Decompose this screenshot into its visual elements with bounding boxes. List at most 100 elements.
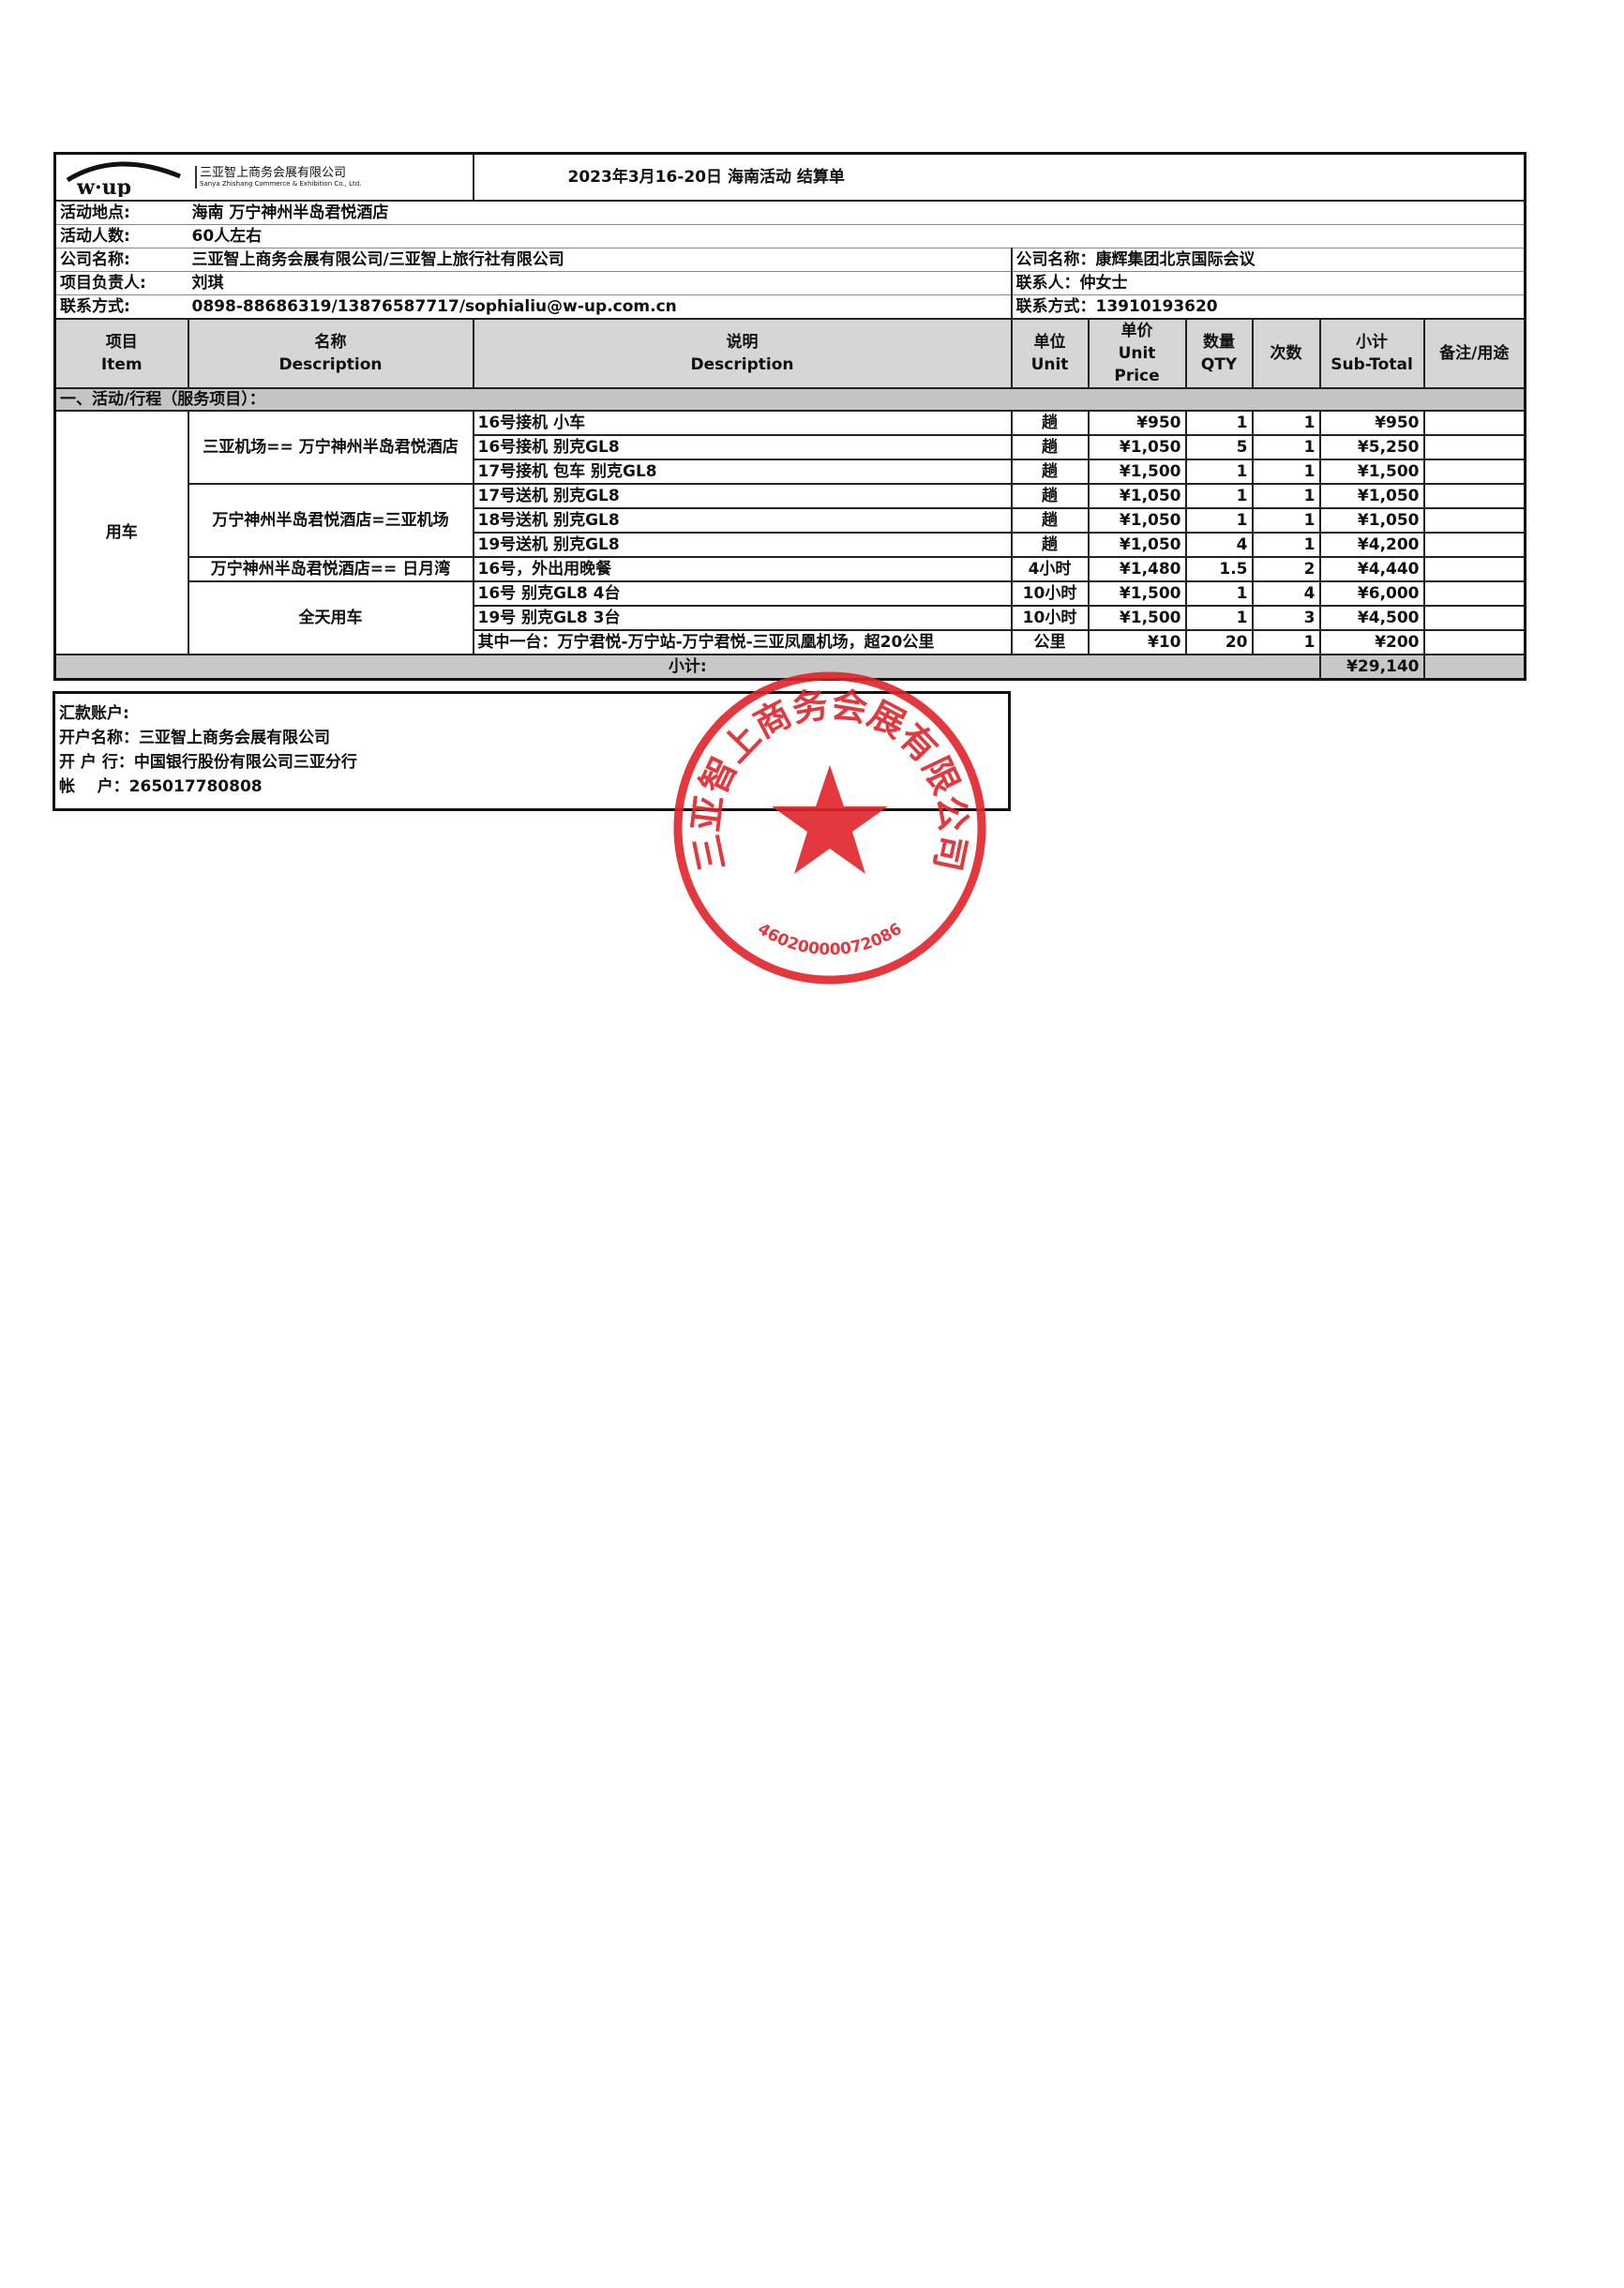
contact-label: 联系方式: bbox=[54, 294, 188, 320]
manager-label: 项目负责人: bbox=[54, 271, 188, 295]
column-header-cn: 次数 bbox=[1270, 344, 1302, 363]
column-header: 单位 Unit bbox=[1010, 318, 1090, 389]
unit-cell: 公里 bbox=[1010, 629, 1090, 655]
w-up-logo-icon: w·up bbox=[66, 161, 181, 197]
route-name: 全天用车 bbox=[187, 580, 474, 655]
times-cell: 1 bbox=[1251, 434, 1321, 460]
subtotal-cell: ¥1,500 bbox=[1318, 459, 1425, 485]
column-header-cn: 单价 bbox=[1120, 322, 1153, 340]
times-cell: 1 bbox=[1251, 410, 1321, 436]
unit-cell: 趟 bbox=[1010, 410, 1090, 436]
note-cell bbox=[1422, 507, 1526, 534]
subtotal-cell: ¥5,250 bbox=[1318, 434, 1425, 460]
description-cell: 19号 别克GL8 3台 bbox=[472, 605, 1013, 631]
people-label: 活动人数: bbox=[54, 224, 188, 248]
note-cell bbox=[1422, 580, 1526, 607]
unit-cell: 趟 bbox=[1010, 434, 1090, 460]
qty-cell: 20 bbox=[1184, 629, 1254, 655]
account-number: 帐 户：265017780808 bbox=[59, 777, 263, 796]
times-cell: 1 bbox=[1251, 532, 1321, 558]
column-header: 项目 Item bbox=[53, 318, 189, 389]
column-header: 次数 bbox=[1251, 318, 1321, 389]
description-cell: 16号，外出用晚餐 bbox=[472, 556, 1013, 582]
qty-cell: 1 bbox=[1184, 483, 1254, 509]
subtotal-note bbox=[1422, 654, 1526, 681]
table-row: 17号接机 包车 别克GL8 趟 ¥1,500 1 1 ¥1,500 bbox=[55, 459, 1526, 485]
bank-title: 汇款账户: bbox=[59, 704, 129, 723]
unit-cell: 4小时 bbox=[1010, 556, 1090, 582]
venue-value: 海南 万宁神州半岛君悦酒店 bbox=[188, 200, 1526, 225]
column-header-cn: 说明 bbox=[726, 333, 759, 352]
unit-cell: 趟 bbox=[1010, 459, 1090, 485]
bank-name: 开 户 行：中国银行股份有限公司三亚分行 bbox=[59, 753, 357, 772]
qty-cell: 1 bbox=[1184, 580, 1254, 607]
unit-price-cell: ¥950 bbox=[1087, 410, 1187, 436]
settlement-table: w·up 三亚智上商务会展有限公司 Sanya Zhishang Commerc… bbox=[53, 152, 1527, 681]
times-cell: 2 bbox=[1251, 556, 1321, 582]
unit-cell: 趟 bbox=[1010, 532, 1090, 558]
unit-price-cell: ¥1,500 bbox=[1087, 459, 1187, 485]
column-header-en: Item bbox=[100, 355, 143, 374]
unit-price-cell: ¥1,500 bbox=[1087, 605, 1187, 631]
document-title: 2023年3月16-20日 海南活动 结算单 bbox=[472, 152, 1526, 202]
column-header-en: Description bbox=[278, 355, 383, 374]
section-title: 一、活动/行程（服务项目）： bbox=[53, 387, 1526, 412]
logo-company-cn: 三亚智上商务会展有限公司 bbox=[200, 166, 347, 180]
column-header-en: Sub-Total bbox=[1331, 355, 1413, 374]
unit-cell: 趟 bbox=[1010, 507, 1090, 534]
description-cell: 其中一台：万宁君悦-万宁站-万宁君悦-三亚凤凰机场，超20公里 bbox=[472, 629, 1013, 655]
company-label: 公司名称: bbox=[54, 248, 188, 272]
client-company: 公司名称：康辉集团北京国际会议 bbox=[1010, 248, 1526, 272]
unit-price-cell: ¥1,050 bbox=[1087, 434, 1187, 460]
column-header-cn: 单位 bbox=[1033, 333, 1066, 352]
column-header: 说明 Description bbox=[472, 318, 1013, 389]
column-header: 小计 Sub-Total bbox=[1318, 318, 1425, 389]
description-cell: 18号送机 别克GL8 bbox=[472, 507, 1013, 534]
bank-account-box: 汇款账户: 开户名称：三亚智上商务会展有限公司 开 户 行：中国银行股份有限公司… bbox=[53, 691, 1011, 811]
seal-number: 46020000072086 bbox=[754, 920, 905, 959]
column-header: 单价 Unit Price bbox=[1087, 318, 1187, 389]
description-cell: 16号接机 别克GL8 bbox=[472, 434, 1013, 460]
route-name: 万宁神州半岛君悦酒店=三亚机场 bbox=[187, 483, 474, 558]
description-cell: 16号接机 小车 bbox=[472, 410, 1013, 436]
note-cell bbox=[1422, 483, 1526, 509]
subtotal-cell: ¥950 bbox=[1318, 410, 1425, 436]
subtotal-cell: ¥4,440 bbox=[1318, 556, 1425, 582]
subtotal-value: ¥29,140 bbox=[1318, 654, 1425, 681]
table-row: 万宁神州半岛君悦酒店== 日月湾 16号，外出用晚餐 4小时 ¥1,480 1.5 2 ¥4… bbox=[55, 556, 1526, 582]
note-cell bbox=[1422, 434, 1526, 460]
note-cell bbox=[1422, 556, 1526, 582]
description-cell: 16号 别克GL8 4台 bbox=[472, 580, 1013, 607]
column-header-cn: 名称 bbox=[314, 333, 347, 352]
qty-cell: 1 bbox=[1184, 410, 1254, 436]
column-header: 备注/用途 bbox=[1422, 318, 1526, 389]
qty-cell: 1 bbox=[1184, 507, 1254, 534]
table-row: 用车 三亚机场== 万宁神州半岛君悦酒店 16号接机 小车趟 ¥950 1 1 ¥950 bbox=[53, 410, 1526, 655]
unit-price-cell: ¥10 bbox=[1087, 629, 1187, 655]
star-icon bbox=[772, 765, 888, 874]
subtotal-cell: ¥1,050 bbox=[1318, 507, 1425, 534]
venue-label: 活动地点: bbox=[54, 200, 188, 225]
column-header-cn: 小计 bbox=[1356, 333, 1389, 352]
column-header-cn: 备注/用途 bbox=[1439, 344, 1510, 363]
column-header-en: Unit bbox=[1030, 355, 1069, 374]
unit-cell: 10小时 bbox=[1010, 605, 1090, 631]
times-cell: 1 bbox=[1251, 629, 1321, 655]
note-cell bbox=[1422, 605, 1526, 631]
table-row: 全天用车 16号 别克GL8 4台 10小时 ¥1,500 1 4 ¥6,000 bbox=[55, 580, 1526, 655]
company-logo: w·up 三亚智上商务会展有限公司 Sanya Zhishang Commerc… bbox=[53, 152, 474, 202]
client-contact: 联系方式：13910193620 bbox=[1010, 294, 1526, 320]
subtotal-cell: ¥6,000 bbox=[1318, 580, 1425, 607]
table-row: 19号 别克GL8 3台 10小时 ¥1,500 1 3 ¥4,500 bbox=[55, 605, 1526, 631]
subtotal-label: 小计: bbox=[53, 654, 1321, 681]
account-name: 开户名称：三亚智上商务会展有限公司 bbox=[59, 729, 330, 747]
seal-ring bbox=[673, 671, 986, 985]
column-header: 名称 Description bbox=[187, 318, 474, 389]
description-cell: 19号送机 别克GL8 bbox=[472, 532, 1013, 558]
unit-price-cell: ¥1,500 bbox=[1087, 580, 1187, 607]
table-row: 19号送机 别克GL8 趟 ¥1,050 4 1 ¥4,200 bbox=[55, 532, 1526, 558]
column-header-en: QTY bbox=[1200, 355, 1238, 374]
times-cell: 1 bbox=[1251, 459, 1321, 485]
qty-cell: 1 bbox=[1184, 459, 1254, 485]
times-cell: 4 bbox=[1251, 580, 1321, 607]
